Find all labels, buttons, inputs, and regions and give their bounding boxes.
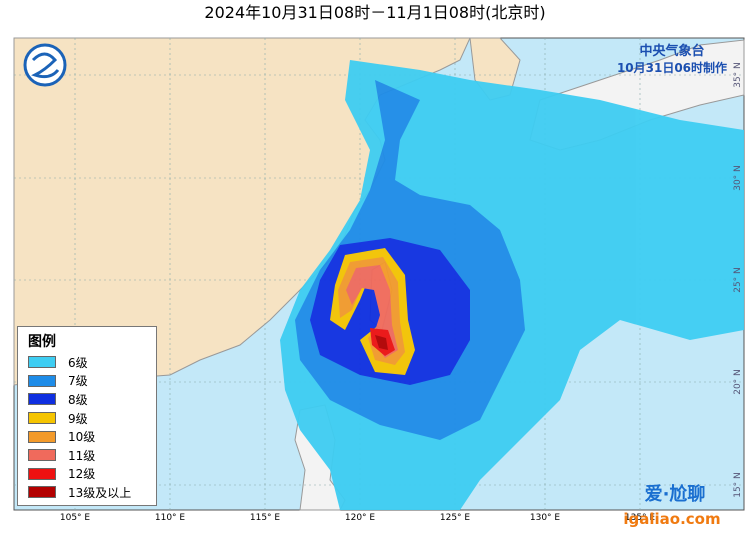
legend-item: 6级: [18, 353, 156, 372]
lat-labels: 35° N 30° N 25° N 20° N 15° N: [733, 62, 743, 498]
legend-item: 13级及以上: [18, 483, 156, 502]
legend-swatch: [28, 356, 56, 369]
watermark-name: 爱·尬聊: [645, 483, 706, 505]
legend-swatch: [28, 467, 56, 480]
lon-label: 120° E: [345, 513, 376, 523]
legend-swatch: [28, 412, 56, 425]
legend-items: 6级 7级 8级 9级 10级 11级 12级 13级及以上: [18, 353, 156, 502]
lon-labels: 105° E 110° E 115° E 120° E 125° E 130° E 135°…: [60, 513, 656, 523]
lat-label: 25° N: [733, 267, 743, 293]
legend-label: 9级: [68, 411, 88, 426]
agency-logo: [23, 43, 67, 87]
lon-label: 130° E: [530, 513, 561, 523]
legend-title: 图例: [28, 334, 56, 350]
legend-label: 7级: [68, 374, 88, 389]
legend-item: 8级: [18, 390, 156, 409]
legend-label: 10级: [68, 430, 96, 445]
legend-swatch: [28, 486, 56, 499]
legend-item: 10级: [18, 427, 156, 446]
subtitle: 2024年10月31日08时－11月1日08时(北京时): [204, 3, 545, 22]
legend-label: 13级及以上: [68, 485, 132, 500]
legend-item: 9级: [18, 409, 156, 428]
legend-label: 11级: [68, 448, 96, 463]
legend-label: 8级: [68, 392, 88, 407]
legend: 图例 6级 7级 8级 9级 10级 11级 12级 13级及以上: [17, 326, 157, 506]
lon-label: 125° E: [440, 513, 471, 523]
legend-swatch: [28, 374, 56, 387]
legend-item: 11级: [18, 446, 156, 465]
lat-label: 20° N: [733, 369, 743, 395]
legend-label: 12级: [68, 467, 96, 482]
legend-label: 6级: [68, 355, 88, 370]
legend-swatch: [28, 393, 56, 406]
issue-time: 10月31日06时制作: [617, 60, 727, 75]
lon-label: 135° E: [625, 513, 656, 523]
lon-label: 105° E: [60, 513, 91, 523]
agency-name: 中央气象台: [639, 43, 704, 59]
lon-label: 110° E: [155, 513, 186, 523]
map-area: [13, 37, 745, 511]
lat-label: 30° N: [733, 165, 743, 191]
lon-label: 115° E: [250, 513, 281, 523]
lat-label: 15° N: [733, 472, 743, 498]
legend-item: 7级: [18, 372, 156, 391]
zone-13: [375, 335, 388, 350]
legend-swatch: [28, 449, 56, 462]
watermark-site: igaliao.com: [623, 510, 720, 528]
legend-swatch: [28, 430, 56, 443]
lat-label: 35° N: [733, 62, 743, 88]
legend-item: 12级: [18, 465, 156, 484]
